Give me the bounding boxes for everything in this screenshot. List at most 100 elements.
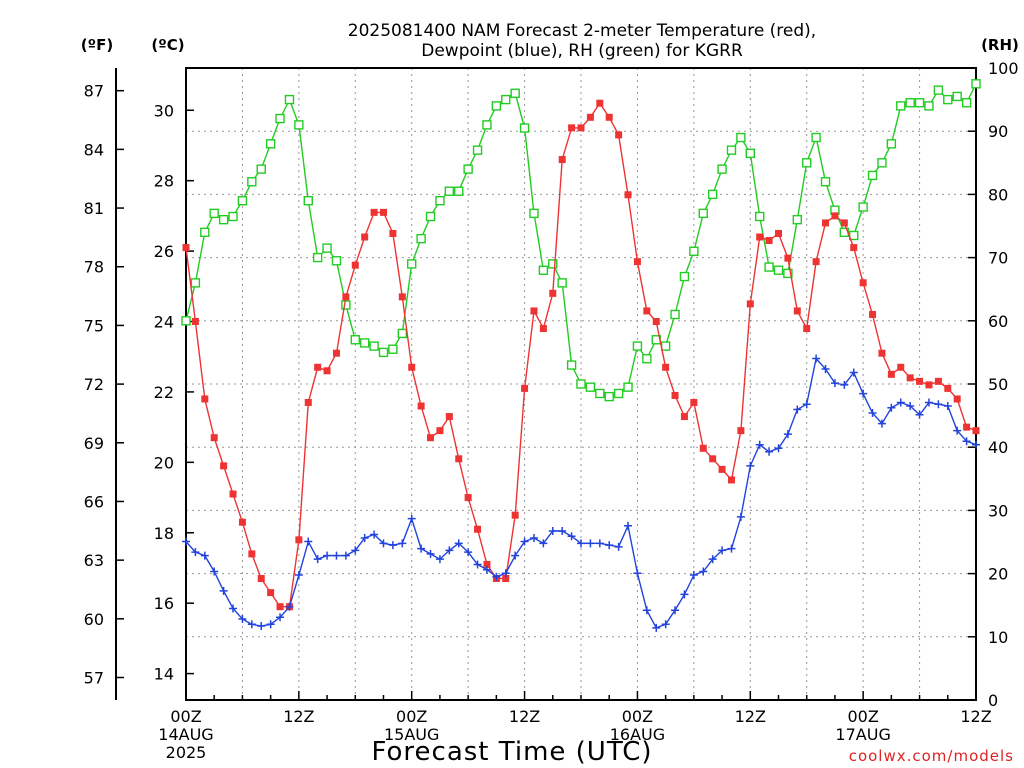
dewpoint-point — [614, 542, 623, 551]
time-tick-label: 12Z — [283, 707, 314, 726]
rh-point — [388, 344, 398, 354]
temperature-point — [201, 395, 209, 403]
celsius-tick-label: 26 — [154, 242, 174, 261]
dewpoint-point — [266, 620, 275, 629]
dewpoint-point — [962, 437, 971, 446]
temperature-point — [916, 377, 924, 385]
temperature-point — [267, 589, 275, 597]
fahrenheit-tick-label: 78 — [84, 258, 104, 277]
celsius-tick-label: 20 — [154, 453, 174, 472]
rh-point — [566, 360, 577, 370]
dewpoint-point — [887, 403, 896, 412]
temperature-point — [248, 550, 256, 558]
dewpoint-series — [182, 354, 980, 632]
rh-point — [472, 145, 483, 155]
dewpoint-point — [934, 400, 943, 409]
dewpoint-point — [830, 379, 839, 388]
temperature-point — [662, 363, 670, 371]
rh-point — [764, 262, 774, 272]
temperature-point — [549, 289, 557, 297]
temperature-point — [436, 427, 444, 435]
rh-point — [275, 113, 285, 124]
rh-point — [218, 214, 229, 225]
temperature-point — [878, 349, 886, 357]
dewpoint-point — [595, 539, 604, 548]
rh-point — [745, 148, 755, 159]
temperature-point — [906, 374, 914, 382]
temperature-point — [972, 427, 980, 435]
dewpoint-point — [379, 539, 388, 548]
temperature-point — [624, 191, 632, 199]
temperature-point — [699, 444, 707, 452]
temperature-point — [427, 434, 435, 442]
dewpoint-point — [285, 602, 294, 611]
rh-tick-label: 60 — [988, 312, 1008, 331]
dewpoint-point — [304, 537, 313, 546]
temperature-point — [596, 99, 604, 107]
celsius-ticks: 14 16 18 20 22 24 26 28 30 — [154, 101, 194, 684]
dewpoint-point — [529, 534, 538, 543]
time-tick-label: 2025 — [166, 743, 207, 762]
fahrenheit-tick-label: 60 — [84, 610, 104, 629]
rh-point — [707, 189, 718, 200]
celsius-tick-label: 16 — [154, 594, 174, 613]
fahrenheit-tick-label: 66 — [84, 492, 104, 511]
dewpoint-point — [661, 620, 670, 629]
dewpoint-point — [821, 365, 830, 374]
rh-point — [679, 271, 690, 282]
rh-point — [802, 158, 812, 168]
temperature-point — [276, 603, 284, 611]
rh-point — [359, 338, 370, 348]
rh-point — [585, 382, 596, 392]
rh-point — [914, 98, 925, 108]
rh-tick-label: 10 — [988, 628, 1008, 647]
celsius-tick-label: 18 — [154, 524, 174, 543]
dewpoint-point — [652, 623, 661, 632]
time-tick-label: 15AUG — [384, 725, 439, 744]
rh-point — [754, 211, 765, 222]
dewpoint-point — [689, 571, 698, 580]
dewpoint-point — [200, 551, 209, 560]
temperature-point — [944, 384, 952, 392]
temperature-point — [521, 384, 529, 392]
temperature-point — [925, 381, 933, 389]
temperature-point — [304, 398, 312, 406]
temperature-point — [709, 455, 717, 463]
rh-point — [604, 391, 614, 402]
temperature-point — [680, 413, 688, 421]
dewpoint-point — [755, 440, 764, 449]
rh-point — [200, 227, 210, 238]
dewpoint-point — [915, 410, 924, 419]
dewpoint-point — [417, 544, 426, 553]
rh-tick-label: 70 — [988, 249, 1008, 268]
temperature-series — [182, 99, 980, 611]
rh-point — [416, 233, 426, 244]
rh-point — [350, 335, 360, 345]
dewpoint-point — [812, 354, 821, 363]
temperature-point — [765, 237, 773, 245]
rh-point — [952, 91, 962, 102]
temperature-point — [737, 427, 745, 435]
rh-point — [190, 278, 201, 288]
rh-tick-label: 0 — [988, 691, 998, 710]
temperature-point — [859, 279, 867, 287]
temperature-point — [963, 423, 971, 431]
dewpoint-point — [539, 539, 548, 548]
dewpoint-point — [906, 402, 915, 411]
chart-title-line2: Dewpoint (blue), RH (green) for KGRR — [421, 41, 743, 61]
rh-point — [933, 85, 944, 95]
temperature-point — [775, 229, 782, 237]
temperature-point — [869, 310, 877, 318]
dewpoint-point — [238, 615, 247, 624]
rh-point — [623, 382, 633, 392]
temperature-point — [934, 377, 942, 385]
temperature-point — [474, 525, 482, 533]
rh-point — [397, 328, 408, 339]
dewpoint-point — [877, 419, 886, 428]
temperature-point — [840, 219, 848, 227]
temperature-point — [605, 113, 613, 121]
rh-point — [867, 170, 878, 181]
time-tick-label: 00Z — [170, 707, 201, 726]
rh-point — [294, 120, 304, 130]
dewpoint-point — [276, 613, 285, 622]
